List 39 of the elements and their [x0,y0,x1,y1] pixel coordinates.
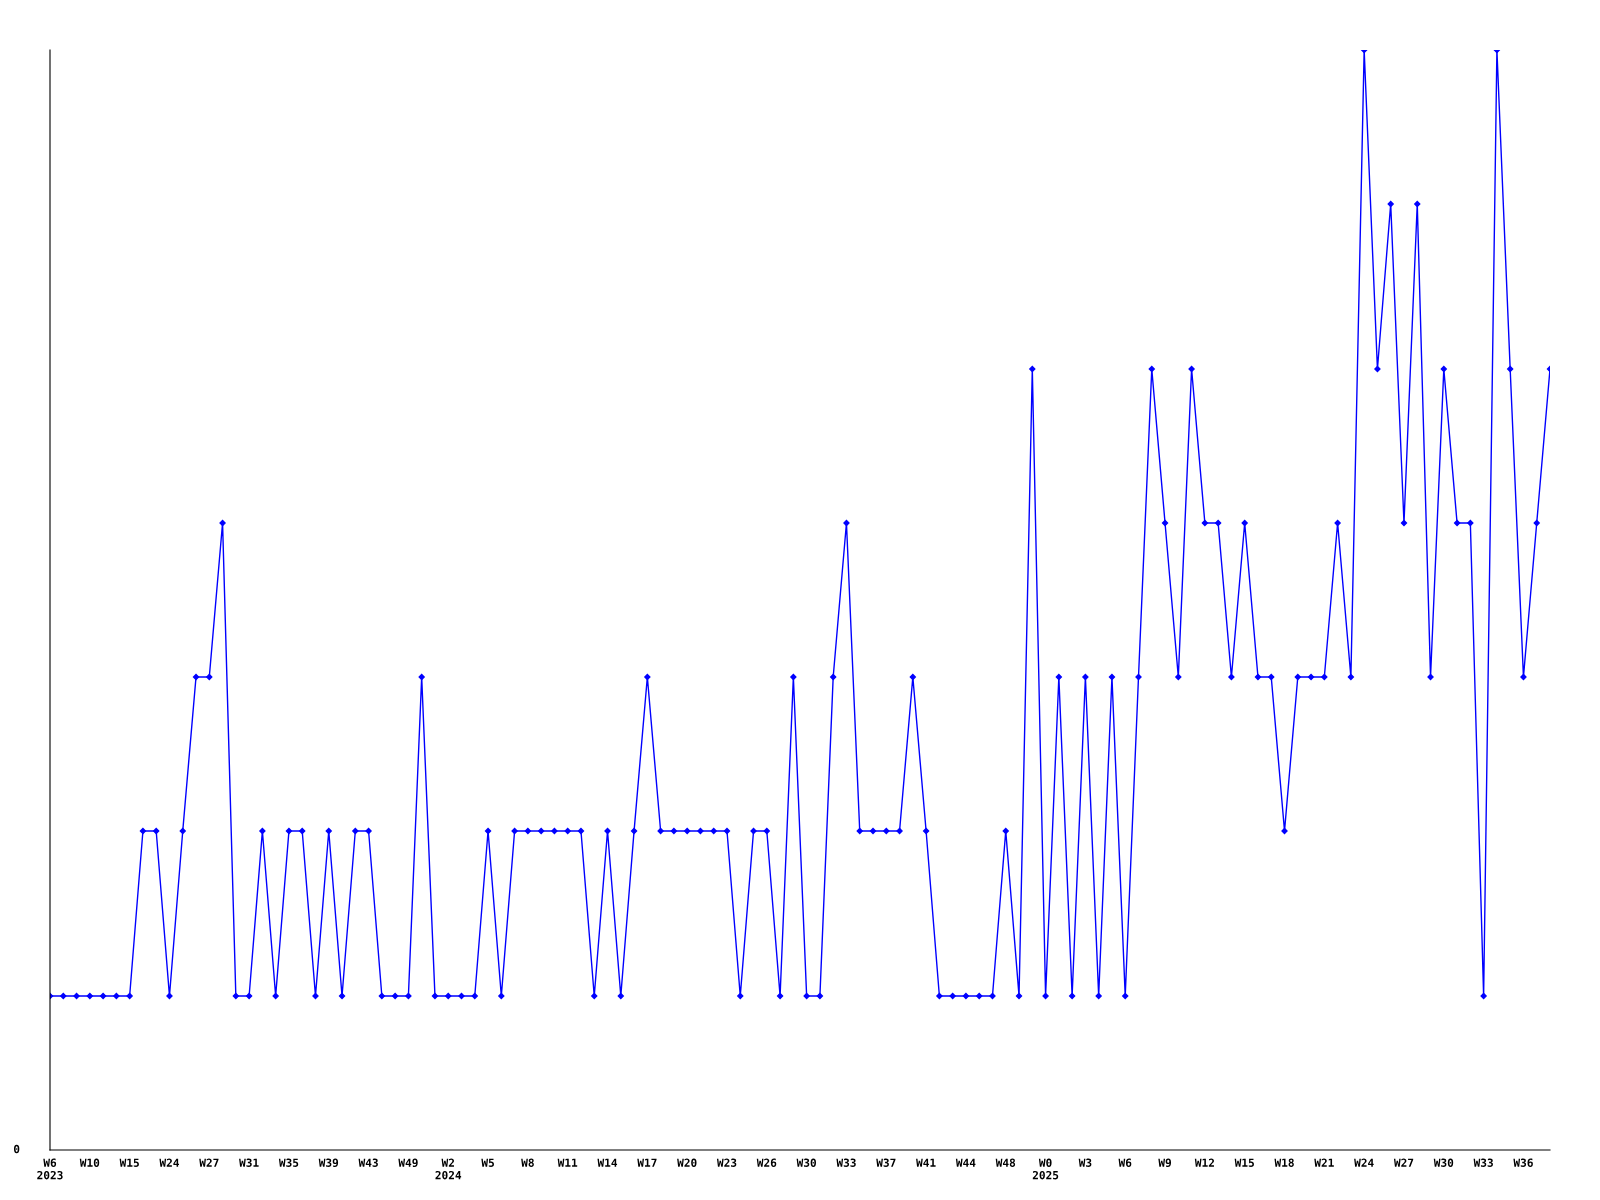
x-tick-label: W12 [1194,1158,1214,1167]
x-tick-label: W33 [1473,1158,1493,1167]
x-tick-label: W30 [796,1158,816,1167]
x-tick-label: W49 [398,1158,418,1167]
x-tick-label: W0 2025 [1032,1158,1059,1180]
x-tick-label: W35 [278,1158,299,1167]
x-tick-label: W24 [159,1158,180,1167]
x-tick-label: W15 [119,1158,139,1167]
x-tick-label: W3 [1078,1158,1092,1167]
x-tick-label: W6 [1118,1158,1132,1167]
x-tick-label: W37 [876,1158,896,1167]
x-tick-label: W8 [521,1158,534,1167]
x-tick-label: W24 [1354,1158,1374,1167]
x-tick-label: W15 [1234,1158,1254,1167]
x-tick-label: W33 [836,1158,856,1167]
x-tick-label: W10 [79,1158,100,1167]
x-tick-label: W9 [1158,1158,1172,1167]
x-tick-label: W20 [677,1158,697,1167]
x-tick-label: W36 [1513,1158,1533,1167]
x-tick-label: W27 [199,1158,219,1167]
x-tick-label: W18 [1274,1158,1294,1167]
text: 0 [13,1144,20,1154]
x-tick-label: W5 [481,1158,494,1167]
x-tick-label: W26 [756,1158,777,1167]
x-tick-label: W44 [955,1158,976,1167]
x-tick-label: W41 [916,1158,936,1167]
x-tick-label: W43 [358,1158,378,1167]
x-tick-label: W30 [1433,1158,1454,1167]
x-tick-label: W31 [239,1158,259,1167]
x-tick-label: W48 [995,1158,1016,1167]
x-tick-label: W39 [318,1158,339,1167]
x-tick-label: W2 2024 [435,1158,462,1180]
x-tick-label: W14 [597,1158,618,1167]
x-tick-label: W27 [1393,1158,1414,1167]
x-tick-label: W17 [637,1158,657,1167]
x-tick-label: W11 [557,1158,578,1167]
x-tick-label: W21 [1314,1158,1334,1167]
x-tick-label: W6 2023 [37,1158,63,1180]
x-tick-label: W23 [716,1158,737,1167]
